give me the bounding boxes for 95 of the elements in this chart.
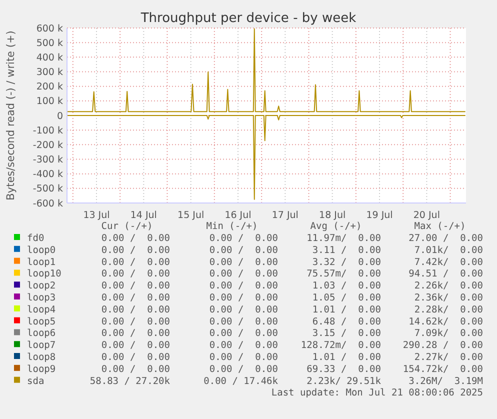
y-tick-label: 0 [56,110,63,122]
text: 0.00 / 0.00 [209,352,278,363]
text: 154.72k/ 0.00 [402,364,484,375]
text: 0.00 / 0.00 [101,233,170,244]
legend-label: loop6 [27,328,56,340]
y-tick-label: -500 k [32,184,64,195]
text: 2.28k/ 0.00 [414,304,484,316]
x-tick-label: 14 Jul [130,210,157,221]
text: 0.00 / 0.00 [101,256,170,268]
x-tick-label: 17 Jul [272,210,298,221]
legend-label: loop9 [27,364,56,375]
text: Min (-/+) [206,221,258,232]
text: 0.00 / 0.00 [101,340,170,352]
text: 27.00 / 0.00 [408,233,484,244]
chart-title: Throughput per device - by week [140,11,357,26]
y-tick-label: -200 k [32,140,64,151]
x-tick-label: 15 Jul [178,210,204,221]
y-tick-label: 300 k [36,67,64,78]
text: 69.33 / 0.00 [306,364,382,375]
y-tick-label: -100 k [32,125,64,136]
y-tick-label: 500 k [36,38,64,49]
text: Cur (-/+) [101,221,153,232]
text: 58.83 / 27.20k [90,376,170,387]
text: 1.05 / 0.00 [312,292,382,304]
legend-label: loop0 [27,244,56,256]
text: 0.00 / 0.00 [101,244,170,256]
text: 3.32 / 0.00 [312,256,382,268]
y-tick-label: -400 k [32,169,64,180]
text: 0.00 / 0.00 [209,340,278,352]
text: 0.00 / 0.00 [209,268,278,280]
text: 0.00 / 0.00 [209,304,278,316]
text: 3.26M/ 3.19M [408,376,484,387]
text: Last update: Mon Jul 21 08:00:06 2025 [271,388,483,399]
text: 0.00 / 0.00 [101,304,170,316]
text: 1.03 / 0.00 [312,280,382,292]
text: 2.27k/ 0.00 [414,352,484,363]
text: 75.57m/ 0.00 [306,268,382,280]
y-tick-label: 600 k [36,23,64,34]
text: 6.48 / 0.00 [312,316,382,328]
legend-label: loop2 [27,280,56,292]
text: 0.00 / 0.00 [101,280,170,292]
x-tick-label: 16 Jul [224,210,252,221]
text: 14.62k/ 0.00 [408,316,484,328]
x-tick-label: 18 Jul [319,210,346,221]
y-tick-label: 200 k [36,82,64,93]
text: 0.00 / 0.00 [209,292,278,304]
text: 0.00 / 0.00 [209,280,278,292]
text: 1.01 / 0.00 [312,304,382,316]
line-series [66,115,466,200]
text: 0.00 / 0.00 [209,244,278,256]
y-tick-label: 400 k [36,52,64,64]
legend-label: loop1 [27,256,56,268]
x-tick-label: 20 Jul [413,210,440,221]
text: 2.23k/ 29.51k [306,376,382,387]
text: 0.00 / 0.00 [209,316,278,328]
text: 94.51 / 0.00 [408,268,484,280]
text: 0.00 / 0.00 [101,268,170,280]
text: Max (-/+) [414,221,466,232]
text: 3.15 / 0.00 [312,328,382,340]
text: 2.26k/ 0.00 [414,280,484,292]
text: 7.42k/ 0.00 [414,256,484,268]
text: 11.97m/ 0.00 [306,233,382,244]
text: 0.00 / 0.00 [101,316,170,328]
legend-label: loop7 [27,340,56,352]
legend-label: loop5 [27,316,56,328]
text: 0.00 / 0.00 [209,328,278,340]
text: 7.09k/ 0.00 [414,328,484,340]
text: 7.01k/ 0.00 [414,244,484,256]
text: 0.00 / 0.00 [209,364,278,375]
y-tick-label: -300 k [32,154,64,166]
text: 0.00 / 0.00 [101,292,170,304]
text: Avg (-/+) [310,221,362,232]
y-tick-label: -600 k [32,198,64,210]
legend-label: loop3 [27,292,56,304]
legend-label: loop4 [27,304,56,316]
text: 1.01 / 0.00 [312,352,382,363]
text: 0.00 / 0.00 [209,233,278,244]
text: 0.00 / 0.00 [101,328,170,340]
text: 2.36k/ 0.00 [414,292,484,304]
legend-label: loop10 [27,268,62,280]
x-tick-label: 19 Jul [366,210,393,221]
text: 0.00 / 0.00 [101,352,170,363]
text: 3.11 / 0.00 [312,244,382,256]
line-series [66,28,466,112]
x-tick-label: 13 Jul [83,210,110,221]
text: 128.72m/ 0.00 [300,340,382,352]
text: 0.00 / 17.46k [204,376,278,387]
legend-label: loop8 [27,352,56,363]
legend-label: fd0 [27,233,44,244]
legend-label: sda [27,376,44,387]
text: 0.00 / 0.00 [209,256,278,268]
y-tick-label: 100 k [36,96,64,108]
text: 0.00 / 0.00 [101,364,170,375]
text: 290.28 / 0.00 [402,340,484,352]
y-axis-title: Bytes/second read (-) / write (+) [5,30,17,200]
